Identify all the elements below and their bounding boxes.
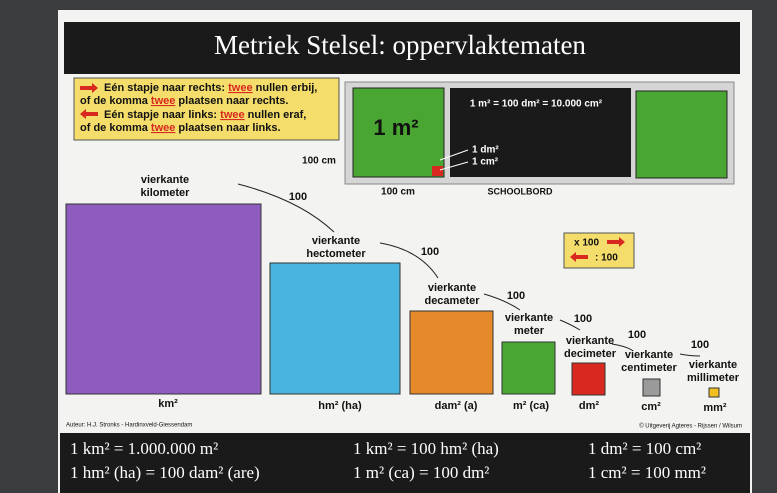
rule-line: of de komma twee plaatsen naar rechts. — [80, 95, 288, 107]
rules-box — [73, 77, 340, 141]
unit-symbol: km² — [158, 398, 178, 410]
rule-line: Eén stapje naar rechts: twee nullen erbi… — [104, 82, 317, 94]
factor: 100 — [574, 313, 592, 325]
factor: 100 — [421, 246, 439, 258]
formula: 1 hm² (ha) = 100 dam² (are) — [70, 463, 260, 482]
rule-text: Eén stapje naar links: — [104, 109, 220, 121]
rule-line: of de komma twee plaatsen naar links. — [80, 122, 281, 134]
green-square — [635, 90, 728, 179]
unit-name: vierkante — [689, 359, 737, 371]
unit-name: vierkante — [505, 312, 553, 324]
unit-name: vierkante — [428, 282, 476, 294]
unit-name: millimeter — [687, 372, 740, 384]
rule-text: nullen eraf, — [245, 109, 307, 121]
publisher: © Uitgeverij Agteres - Rijssen / Wilsum — [639, 423, 742, 430]
arrow-left — [80, 109, 98, 119]
cm-label: 1 cm² — [472, 157, 499, 168]
side-label: 100 cm — [302, 156, 336, 167]
km-square — [65, 203, 262, 395]
rule-text: of de komma — [80, 122, 151, 134]
board-equation: 1 m² = 100 dm² = 10.000 cm² — [470, 99, 603, 110]
arrow-left — [570, 252, 588, 262]
unit-name: vierkante — [566, 335, 614, 347]
unit-name: vierkante — [625, 349, 673, 361]
formula-band — [60, 433, 750, 493]
factor: 100 — [507, 290, 525, 302]
title: Metriek Stelsel: oppervlaktematen — [214, 30, 586, 60]
square-label: 1 m² — [373, 115, 418, 140]
formula: 1 km² = 100 hm² (ha) — [353, 439, 499, 458]
rule-highlight: twee — [228, 82, 252, 94]
unit-symbol: mm² — [703, 402, 727, 414]
arrow-right — [607, 237, 625, 247]
formula: 1 m² (ca) = 100 dm² — [353, 463, 489, 482]
rule-text: plaatsen naar rechts. — [175, 95, 288, 107]
unit-name: decimeter — [564, 348, 617, 360]
formula: 1 dm² = 100 cm² — [588, 439, 701, 458]
unit-symbol: cm² — [641, 401, 661, 413]
rule-highlight: twee — [151, 95, 175, 107]
dam-square — [409, 310, 494, 395]
dm-square — [571, 362, 606, 396]
green-square — [352, 87, 445, 178]
unit-name: decameter — [424, 295, 480, 307]
board-caption: SCHOOLBORD — [488, 186, 554, 196]
unit-name: vierkante — [312, 235, 360, 247]
rule-text: Eén stapje naar rechts: — [104, 82, 228, 94]
unit-name: centimeter — [621, 362, 677, 374]
formula: 1 cm² = 100 mm² — [588, 463, 706, 482]
rule-highlight: twee — [220, 109, 244, 121]
author: Auteur: H.J. Stronks - Hardinxveld-Giess… — [66, 423, 192, 429]
rule-text: plaatsen naar links. — [175, 122, 280, 134]
rule-highlight: twee — [151, 122, 175, 134]
side-label: 100 cm — [381, 187, 415, 198]
unit-name: vierkante — [141, 174, 189, 186]
unit-symbol: dm² — [579, 400, 600, 412]
dm-label: 1 dm² — [472, 145, 499, 156]
mm-square — [708, 387, 720, 398]
key-box — [563, 232, 635, 269]
factor: 100 — [289, 191, 307, 203]
key-divide: : 100 — [595, 253, 618, 264]
key-multiply: x 100 — [574, 238, 599, 249]
rule-line: Eén stapje naar links: twee nullen eraf, — [104, 109, 306, 121]
hm-square — [269, 262, 401, 395]
rule-text: of de komma — [80, 95, 151, 107]
cm-square — [642, 378, 661, 397]
board — [450, 88, 631, 177]
title-bar — [64, 22, 740, 74]
m-square — [501, 341, 556, 395]
connectors — [237, 183, 701, 357]
unit-symbol: hm² (ha) — [318, 400, 362, 412]
rule-text: nullen erbij, — [253, 82, 318, 94]
factor: 100 — [691, 339, 709, 351]
factor: 100 — [628, 329, 646, 341]
pointer-lines — [439, 149, 469, 171]
unit-name: kilometer — [141, 187, 191, 199]
formula: 1 km² = 1.000.000 m² — [70, 439, 218, 458]
arrow-right — [80, 83, 98, 93]
unit-symbol: m² (ca) — [513, 400, 549, 412]
unit-name: hectometer — [306, 248, 366, 260]
unit-symbol: dam² (a) — [435, 400, 478, 412]
unit-name: meter — [514, 325, 545, 337]
red-square — [432, 166, 443, 176]
